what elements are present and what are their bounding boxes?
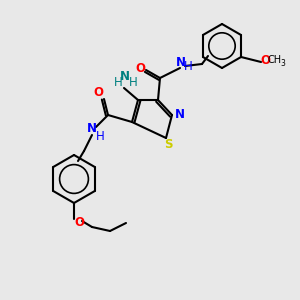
Text: N: N [120,70,130,83]
Text: N: N [175,107,185,121]
Text: O: O [93,86,103,100]
Text: H: H [129,76,137,88]
Text: O: O [74,217,84,230]
Text: N: N [87,122,97,136]
Text: CH: CH [268,55,282,65]
Text: N: N [176,56,186,68]
Text: H: H [184,61,192,74]
Text: H: H [96,130,104,142]
Text: 3: 3 [280,59,286,68]
Text: H: H [114,76,122,88]
Text: O: O [260,53,270,67]
Text: O: O [135,61,145,74]
Text: S: S [164,139,172,152]
